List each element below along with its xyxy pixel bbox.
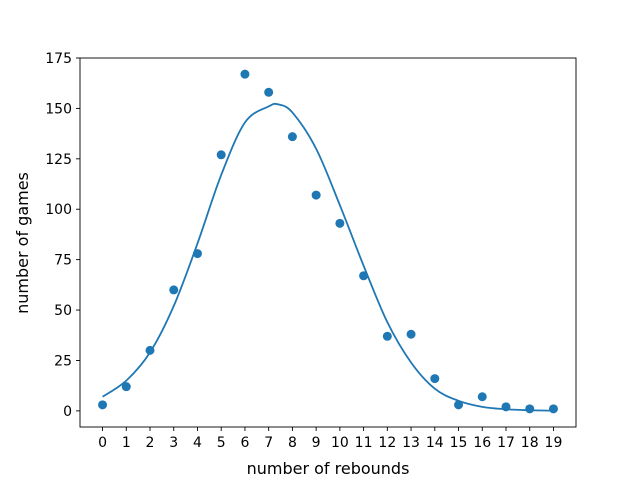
- x-tick-label: 16: [473, 435, 491, 451]
- scatter-point: [264, 87, 274, 97]
- x-tick-label: 8: [288, 435, 297, 451]
- y-tick-label: 50: [54, 303, 72, 319]
- y-tick-label: 125: [45, 152, 72, 168]
- scatter-point: [454, 400, 464, 410]
- series-layer: [98, 69, 558, 414]
- scatter-point: [169, 285, 179, 295]
- y-tick-label: 175: [45, 51, 72, 67]
- y-tick-label: 25: [54, 353, 72, 369]
- x-tick-label: 0: [98, 435, 107, 451]
- scatter-point: [98, 400, 108, 410]
- scatter-point: [430, 374, 440, 384]
- x-tick-label: 6: [240, 435, 249, 451]
- scatter-point: [548, 404, 558, 414]
- x-axis-label: number of rebounds: [247, 459, 410, 478]
- scatter-point: [335, 218, 345, 228]
- x-tick-label: 13: [402, 435, 420, 451]
- x-tick-label: 14: [426, 435, 444, 451]
- y-tick-label: 100: [45, 202, 72, 218]
- x-axis: 0 1 2 3 4 5 6 7 8 9 10 11 12 13 14 15 16 17 18 19: [98, 427, 562, 451]
- fit-curve: [102, 102, 554, 412]
- y-tick-label: 0: [63, 404, 72, 420]
- x-tick-label: 15: [450, 435, 468, 451]
- scatter-point: [501, 402, 511, 412]
- scatter-point: [477, 392, 487, 402]
- scatter-point: [240, 69, 250, 79]
- scatter-point: [525, 404, 535, 414]
- scatter-point: [382, 331, 392, 341]
- y-axis: 0 25 50 75 100 125 150 175: [45, 51, 80, 420]
- x-tick-label: 11: [355, 435, 373, 451]
- x-tick-label: 2: [146, 435, 155, 451]
- plot-frame: [79, 57, 577, 428]
- x-tick-label: 9: [312, 435, 321, 451]
- x-tick-label: 10: [331, 435, 349, 451]
- x-tick-label: 12: [378, 435, 396, 451]
- x-tick-label: 19: [545, 435, 563, 451]
- x-tick-label: 5: [217, 435, 226, 451]
- x-tick-label: 4: [193, 435, 202, 451]
- x-tick-label: 1: [122, 435, 131, 451]
- scatter-point: [145, 345, 155, 355]
- y-axis-label: number of games: [13, 172, 32, 314]
- y-tick-label: 150: [45, 101, 72, 117]
- scatter-point: [121, 382, 131, 392]
- scatter-point: [359, 271, 369, 281]
- x-tick-label: 18: [521, 435, 539, 451]
- x-tick-label: 17: [497, 435, 515, 451]
- y-tick-label: 75: [54, 253, 72, 269]
- scatter-point: [311, 190, 321, 200]
- x-tick-label: 3: [169, 435, 178, 451]
- scatter-point: [192, 249, 202, 259]
- scatter-point: [406, 329, 416, 339]
- scatter-point: [287, 132, 297, 142]
- plot-area: [79, 57, 577, 428]
- scatter-point: [216, 150, 226, 160]
- x-tick-label: 7: [264, 435, 273, 451]
